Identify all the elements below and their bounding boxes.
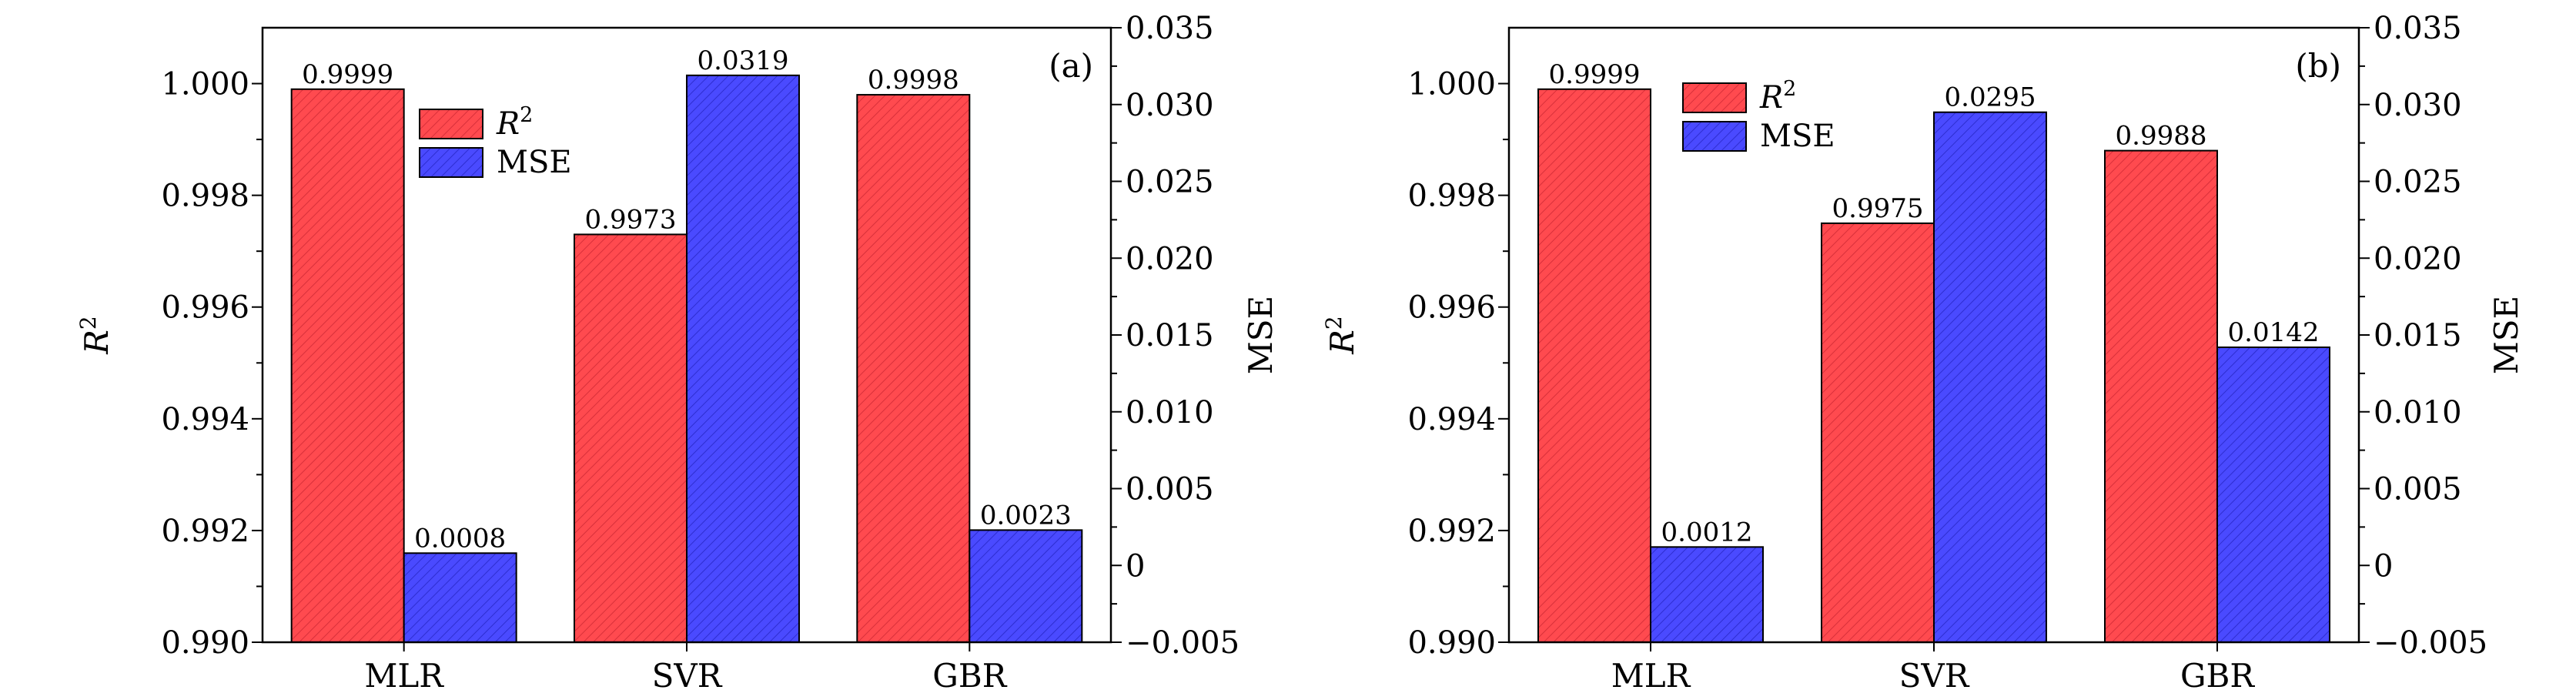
panel-b: 0.9999 0.0012 MLR 0.9975 0.0295 SVR 0.9988 0.01…: [1321, 11, 2525, 695]
panel-a: 0.9999 0.0008 MLR 0.9973 0.0319 SVR 0.9998 0.00…: [75, 11, 1280, 695]
data-label-r2-svr: 0.9975: [1832, 193, 1924, 224]
data-label-mse-svr: 0.0319: [698, 45, 789, 76]
y2-tick-label: 0.035: [1126, 11, 1214, 46]
data-label-r2-gbr: 0.9998: [868, 65, 959, 95]
legend-label-mse: MSE: [1760, 119, 1835, 154]
data-label-r2-mlr: 0.9999: [302, 59, 393, 90]
data-label-mse-svr: 0.0295: [1945, 82, 2036, 113]
y-tick-label: 0.998: [1407, 179, 1496, 214]
y2-tick-label: 0.005: [1126, 472, 1214, 507]
bar-r2-mlr: [290, 88, 405, 644]
y2-tick-label: 0.015: [2374, 318, 2462, 353]
y2-tick-label: −0.005: [2374, 625, 2487, 661]
data-label-mse-gbr: 0.0142: [2228, 317, 2320, 348]
legend-label-r2: R2: [1759, 77, 1796, 116]
y-axis-title: R2: [75, 316, 115, 354]
y2-tick-label: 0.010: [2374, 395, 2462, 430]
y-tick-label: 0.990: [1407, 625, 1496, 661]
bar-mse-gbr: [2216, 346, 2330, 643]
x-tick-label-gbr: GBR: [2180, 657, 2255, 695]
bar-r2-mlr: [1537, 88, 1651, 644]
y2-tick-label: 0.030: [1126, 88, 1214, 123]
data-label-mse-mlr: 0.0012: [1661, 517, 1753, 548]
y-tick-label: 1.000: [1407, 67, 1496, 102]
x-tick-label-mlr: MLR: [1611, 657, 1691, 695]
bar-r2-gbr: [2104, 149, 2218, 644]
legend-swatch-mse: [1682, 121, 1747, 152]
bar-mse-svr: [1933, 111, 2047, 644]
legend-swatch-r2: [419, 109, 483, 139]
panels: 0.9999 0.0008 MLR 0.9973 0.0319 SVR 0.9998 0.00…: [75, 11, 2525, 695]
data-label-r2-svr: 0.9973: [585, 204, 677, 235]
y-tick-label: 0.996: [1407, 290, 1496, 326]
y-tick-label: 0.992: [161, 514, 249, 549]
legend-label-r2: R2: [496, 103, 533, 142]
y-tick-label: 0.992: [1407, 514, 1496, 549]
y2-axis-title: MSE: [1242, 296, 1280, 374]
y2-tick-label: 0.015: [1126, 318, 1214, 353]
bar-mse-mlr: [403, 552, 517, 643]
x-tick-label-svr: SVR: [652, 657, 723, 695]
y-tick-label: 0.996: [161, 290, 249, 326]
bar-r2-svr: [574, 233, 687, 644]
data-label-r2-gbr: 0.9988: [2116, 121, 2207, 152]
bar-mse-gbr: [969, 529, 1083, 643]
y2-tick-label: 0: [1126, 548, 1145, 584]
legend-swatch-mse: [419, 147, 483, 178]
y2-tick-label: 0.010: [1126, 395, 1214, 430]
y-tick-label: 0.994: [161, 402, 249, 437]
y2-tick-label: 0.020: [2374, 241, 2462, 276]
data-label-mse-gbr: 0.0023: [980, 500, 1072, 531]
y-tick-label: 0.990: [161, 625, 249, 661]
bar-mse-mlr: [1650, 546, 1764, 643]
y2-tick-label: 0.035: [2374, 11, 2462, 46]
x-tick-label-gbr: GBR: [932, 657, 1007, 695]
y2-tick-label: 0.025: [1126, 165, 1214, 200]
y2-axis-title: MSE: [2487, 296, 2525, 374]
x-tick-label-svr: SVR: [1899, 657, 1970, 695]
bar-r2-gbr: [856, 94, 971, 643]
data-label-r2-mlr: 0.9999: [1549, 59, 1641, 90]
panel-label: (b): [2295, 47, 2341, 85]
y2-tick-label: 0.005: [2374, 472, 2462, 507]
y2-tick-label: −0.005: [1126, 625, 1239, 661]
panel-label: (a): [1049, 47, 1093, 85]
y2-tick-label: 0.025: [2374, 165, 2462, 200]
legend-label-mse: MSE: [497, 145, 572, 180]
y-axis-title: R2: [1321, 316, 1361, 354]
y2-tick-label: 0: [2374, 548, 2393, 584]
x-tick-label-mlr: MLR: [364, 657, 444, 695]
y2-tick-label: 0.030: [2374, 88, 2462, 123]
y-tick-label: 0.994: [1407, 402, 1496, 437]
bar-r2-svr: [1821, 222, 1935, 643]
bar-mse-svr: [686, 74, 800, 644]
y-tick-label: 1.000: [161, 67, 249, 102]
y-tick-label: 0.998: [161, 179, 249, 214]
legend-swatch-r2: [1682, 82, 1747, 113]
y2-tick-label: 0.020: [1126, 241, 1214, 276]
data-label-mse-mlr: 0.0008: [414, 523, 506, 554]
